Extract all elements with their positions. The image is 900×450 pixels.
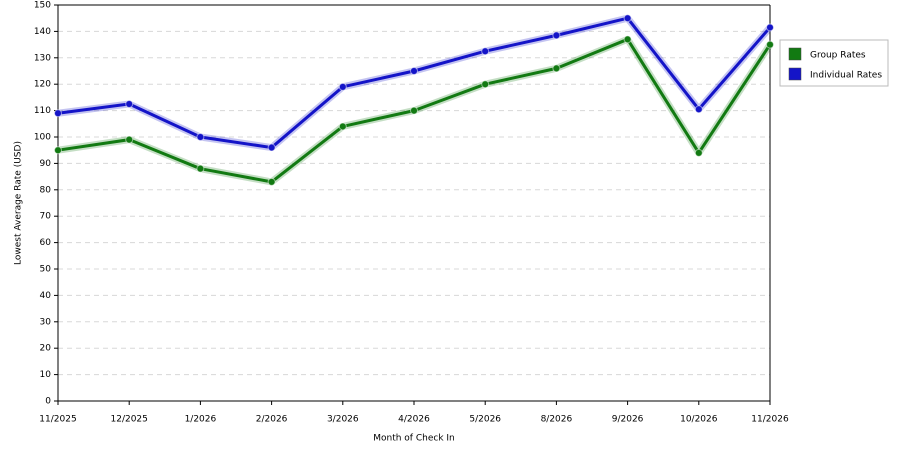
y-tick-label: 150 <box>34 1 51 11</box>
legend-swatch <box>788 67 802 81</box>
y-tick-label: 140 <box>34 27 51 37</box>
x-tick-label: 3/2026 <box>327 415 359 425</box>
data-point <box>552 31 561 40</box>
y-tick-label: 10 <box>40 370 52 380</box>
data-point <box>267 143 276 152</box>
data-point <box>125 135 134 144</box>
y-axis-label: Lowest Average Rate (USD) <box>14 141 24 265</box>
y-tick-label: 20 <box>40 344 52 354</box>
x-tick-label: 9/2026 <box>612 415 644 425</box>
data-point <box>410 106 418 115</box>
y-tick-label: 130 <box>34 53 51 63</box>
data-point <box>125 100 134 108</box>
y-tick-label: 120 <box>34 80 51 90</box>
x-tick-label: 4/2026 <box>398 415 430 425</box>
data-point <box>196 164 205 173</box>
legend-swatch <box>788 47 802 61</box>
data-point <box>481 47 490 56</box>
y-tick-label: 90 <box>40 159 52 169</box>
data-point <box>410 67 418 75</box>
x-tick-label: 8/2026 <box>541 415 573 425</box>
x-tick-label: 12/2025 <box>111 415 148 425</box>
x-tick-label: 10/2026 <box>680 415 718 425</box>
y-tick-label: 0 <box>45 397 51 407</box>
y-tick-label: 80 <box>40 185 52 195</box>
data-point <box>694 105 703 114</box>
x-tick-label: 2/2026 <box>256 415 288 425</box>
x-tick-label: 11/2026 <box>751 415 789 425</box>
x-tick-label: 5/2026 <box>469 415 501 425</box>
legend-label: Individual Rates <box>810 71 882 81</box>
y-tick-label: 110 <box>34 106 51 116</box>
data-point <box>623 14 632 23</box>
data-point <box>196 133 205 141</box>
series-shadow <box>57 14 773 152</box>
x-tick-label: 11/2025 <box>39 415 76 425</box>
data-point <box>766 23 774 32</box>
data-point <box>267 177 276 186</box>
y-tick-label: 100 <box>34 133 51 143</box>
data-point <box>552 64 561 73</box>
data-point <box>481 80 490 89</box>
data-point <box>694 148 703 157</box>
y-tick-label: 30 <box>40 317 52 327</box>
data-point <box>338 82 347 91</box>
y-tick-label: 60 <box>40 238 52 248</box>
series-line <box>57 16 772 150</box>
data-point <box>338 122 347 131</box>
y-tick-label: 70 <box>40 212 52 222</box>
data-point <box>54 109 62 118</box>
data-point <box>54 146 62 155</box>
legend-label: Group Rates <box>810 51 866 61</box>
x-tick-label: 1/2026 <box>185 415 217 425</box>
data-point <box>623 35 632 44</box>
y-tick-label: 50 <box>40 265 52 275</box>
data-point <box>766 40 774 49</box>
y-tick-label: 40 <box>40 291 52 301</box>
x-axis-label: Month of Check In <box>373 434 455 444</box>
